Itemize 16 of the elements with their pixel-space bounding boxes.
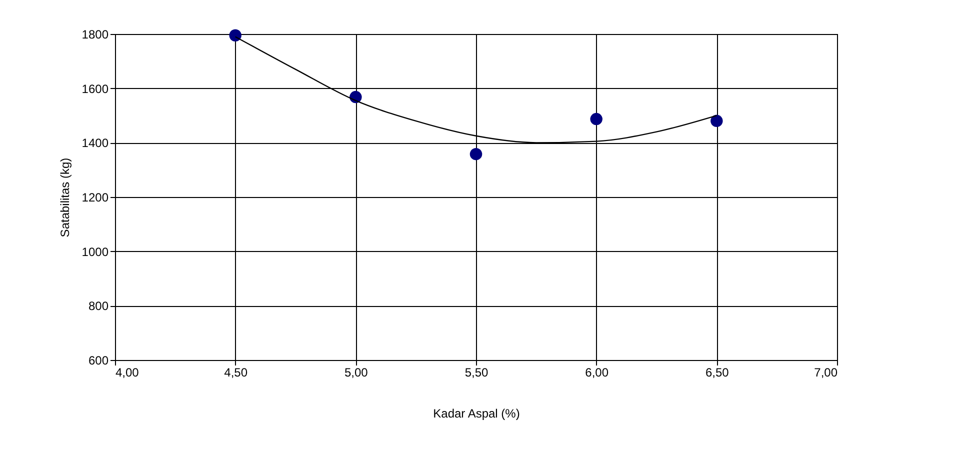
x-tick-label: 7,00 (814, 366, 838, 380)
x-tick-label: 5,00 (344, 366, 368, 380)
y-tick-label: 600 (88, 354, 109, 368)
x-tick-label: 4,50 (224, 366, 248, 380)
y-tick-label: 1400 (82, 136, 109, 150)
y-tick-label: 1000 (82, 244, 109, 259)
x-tick-label: 6,50 (705, 366, 730, 380)
y-tick-label: 1200 (82, 190, 109, 204)
x-axis-title: Kadar Aspal (%) (433, 406, 520, 420)
x-tick-label: 5,50 (464, 366, 488, 380)
y-tick-label: 1800 (82, 28, 109, 42)
x-tick-label: 4,00 (116, 366, 140, 380)
y-axis-title: Satabilitas (kg) (58, 158, 72, 238)
y-tick-label: 800 (88, 299, 109, 314)
y-tick-label: 1600 (82, 82, 109, 96)
x-tick-label: 6,00 (585, 366, 609, 380)
